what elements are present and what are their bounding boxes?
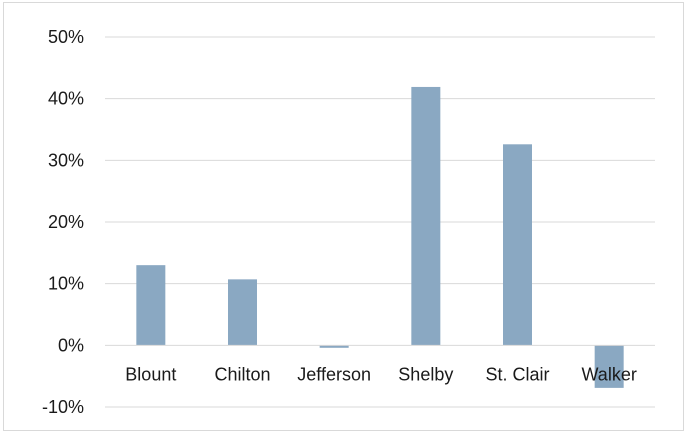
y-tick-label: -10% xyxy=(42,397,84,417)
bars xyxy=(136,86,624,388)
y-tick-label: 20% xyxy=(48,212,84,232)
y-tick-label: 0% xyxy=(58,335,84,355)
category-label: St. Clair xyxy=(485,364,549,384)
category-label: Walker xyxy=(581,364,636,384)
category-label: Jefferson xyxy=(297,364,371,384)
bar-shelby xyxy=(411,86,441,346)
category-labels: Blount Chilton Jefferson Shelby St. Clair Wal… xyxy=(125,364,637,384)
gridlines xyxy=(105,36,655,408)
category-label: Blount xyxy=(125,364,176,384)
y-tick-label: 40% xyxy=(48,89,84,109)
y-axis-tick-labels: 50% 40% 30% 20% 10% 0% -10% xyxy=(42,27,84,417)
bar-blount xyxy=(136,265,166,346)
bar-st-clair xyxy=(503,144,532,346)
y-tick-label: 10% xyxy=(48,274,84,294)
bar-jefferson xyxy=(319,345,349,348)
y-tick-label: 30% xyxy=(48,150,84,170)
category-label: Shelby xyxy=(398,364,453,384)
category-label: Chilton xyxy=(214,364,270,384)
y-tick-label: 50% xyxy=(48,27,84,47)
bar-chilton xyxy=(228,279,257,346)
bar-walker xyxy=(594,345,624,388)
chart-frame xyxy=(3,2,684,431)
